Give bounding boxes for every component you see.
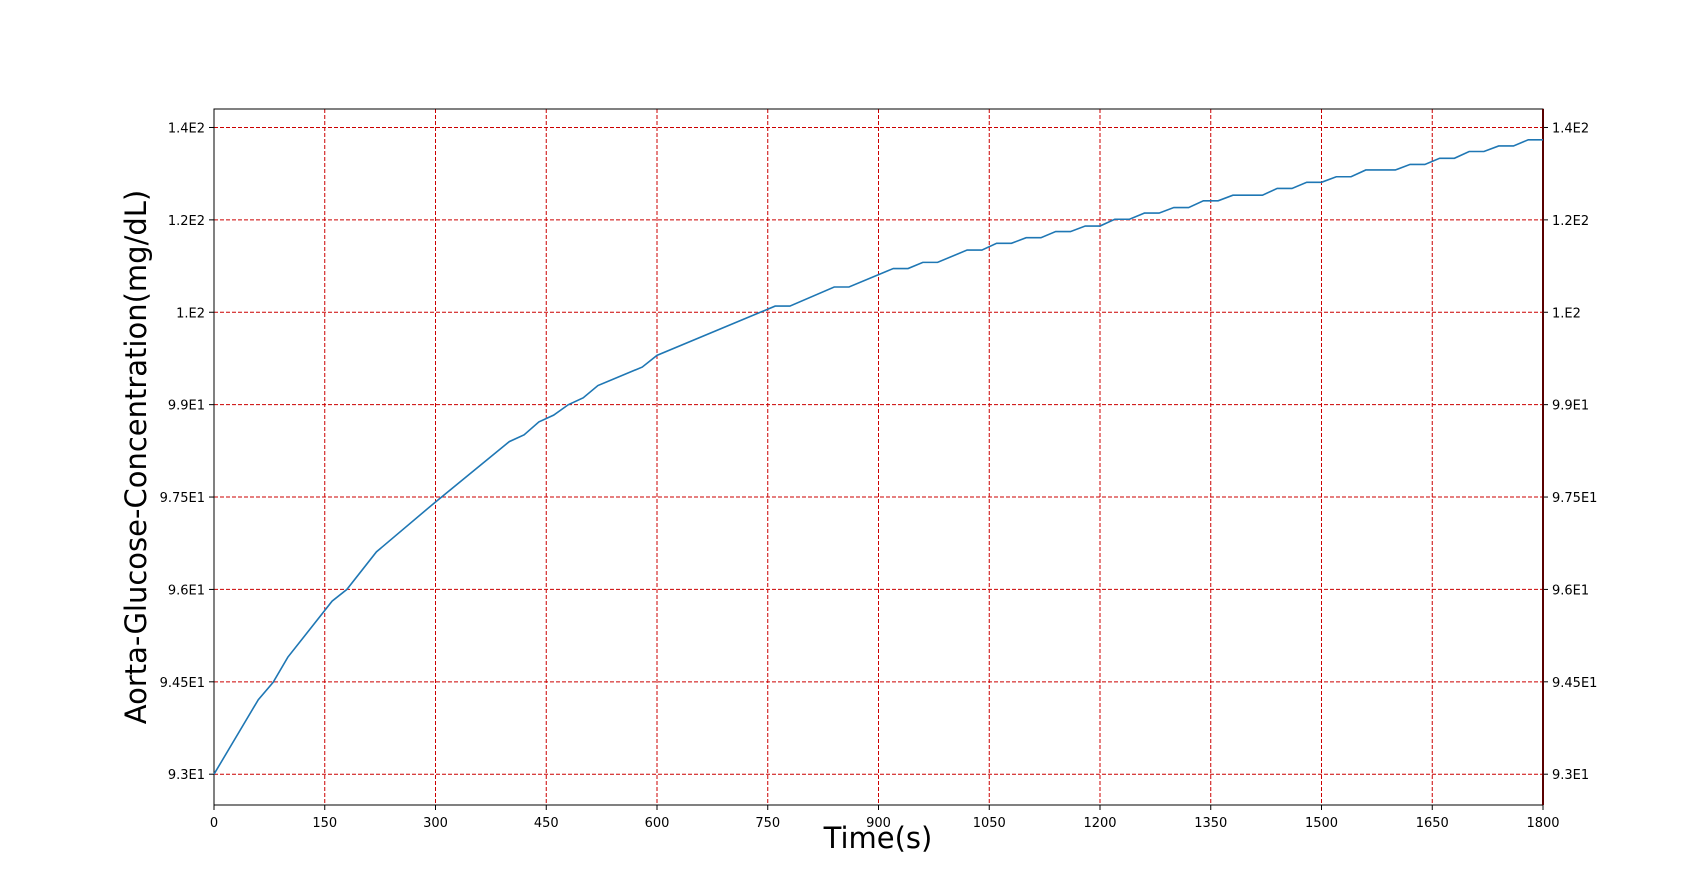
x-tick-label: 300 <box>423 816 448 831</box>
y-tick-label: 9.45E1 <box>160 676 205 691</box>
y2-tick-label: 9.6E1 <box>1552 583 1589 598</box>
x-tick-label: 1800 <box>1526 816 1559 831</box>
y-tick-label: 9.6E1 <box>168 583 205 598</box>
x-tick-label: 750 <box>755 816 780 831</box>
y-tick-label: 1.E2 <box>176 306 205 321</box>
y2-tick-label: 9.9E1 <box>1552 399 1589 414</box>
y2-tick-label: 9.3E1 <box>1552 768 1589 783</box>
y-tick-label: 9.3E1 <box>168 768 205 783</box>
x-tick-label: 0 <box>210 816 218 831</box>
y2-tick-label: 1.E2 <box>1552 306 1581 321</box>
y-tick-label: 1.2E2 <box>168 214 205 229</box>
y-tick-label: 1.4E2 <box>168 121 205 136</box>
y-tick-label: 9.75E1 <box>160 491 205 506</box>
data-line <box>213 139 1543 775</box>
y2-tick-label: 1.4E2 <box>1552 121 1589 136</box>
x-tick-label: 1500 <box>1305 816 1338 831</box>
y2-tick-label: 9.45E1 <box>1552 676 1597 691</box>
y-axis-label: Aorta-Glucose-Concentration(mg/dL) <box>119 190 153 724</box>
x-tick-label: 1350 <box>1194 816 1227 831</box>
x-tick-label: 150 <box>312 816 337 831</box>
x-tick-label: 450 <box>534 816 559 831</box>
y-tick-label: 9.9E1 <box>168 399 205 414</box>
x-tick-label: 900 <box>866 816 891 831</box>
x-tick-label: 1050 <box>973 816 1006 831</box>
x-tick-label: 1650 <box>1416 816 1449 831</box>
y2-tick-label: 1.2E2 <box>1552 214 1589 229</box>
x-tick-label: 600 <box>645 816 670 831</box>
y2-tick-label: 9.75E1 <box>1552 491 1597 506</box>
x-axis-label: Time(s) <box>823 821 933 855</box>
x-tick-label: 1200 <box>1083 816 1116 831</box>
